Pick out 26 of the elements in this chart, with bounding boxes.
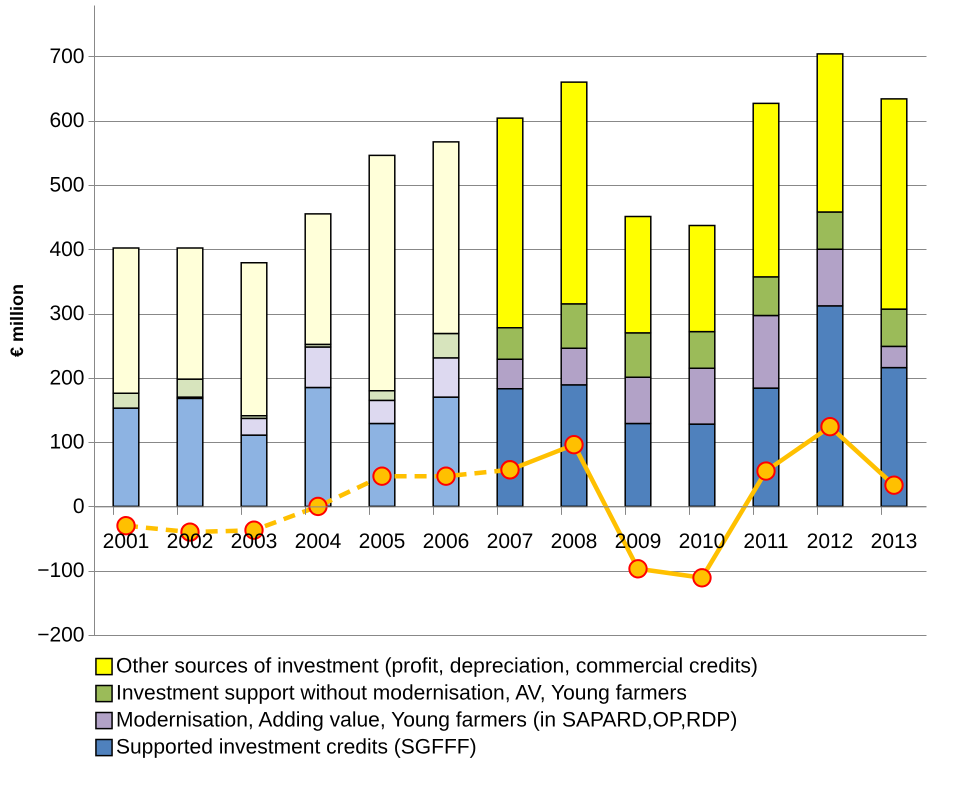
y-tick-label: 200 <box>49 366 84 390</box>
legend-label: Supported investment credits (SGFFF) <box>116 736 477 758</box>
y-tick-label: 600 <box>49 109 84 132</box>
y-tick-label: −200 <box>37 624 84 646</box>
y-tick-label: 0 <box>72 494 84 518</box>
x-tick-label: 2007 <box>486 530 534 553</box>
x-tick-label: 2001 <box>102 530 150 553</box>
x-tick-label: 2002 <box>166 530 214 553</box>
y-tick-label: 500 <box>49 174 84 196</box>
x-tick-label: 2012 <box>806 530 854 553</box>
x-tick-label: 2006 <box>422 530 470 553</box>
x-tick-label: 2003 <box>230 530 278 553</box>
legend-label: Modernisation, Adding value, Young farmers (in SAPARD,OP,RDP) <box>116 708 738 732</box>
legend-label: Other sources of investment (profit, depreciation, commercial credits) <box>116 654 758 678</box>
legend-label: Investment support without modernisation, AV, Young farmers <box>116 682 687 704</box>
y-tick-label: 300 <box>49 302 84 326</box>
x-tick-label: 2008 <box>550 530 598 553</box>
x-tick-label: 2013 <box>870 530 918 553</box>
y-tick-label: 700 <box>49 44 84 68</box>
y-tick-label: −100 <box>37 559 84 582</box>
y-tick-label: 400 <box>49 238 84 261</box>
x-tick-label: 2011 <box>743 530 789 553</box>
x-tick-label: 2004 <box>294 530 342 553</box>
y-tick-label: 100 <box>49 430 84 454</box>
x-tick-label: 2005 <box>358 530 406 553</box>
y-axis-title: € million <box>7 284 28 358</box>
